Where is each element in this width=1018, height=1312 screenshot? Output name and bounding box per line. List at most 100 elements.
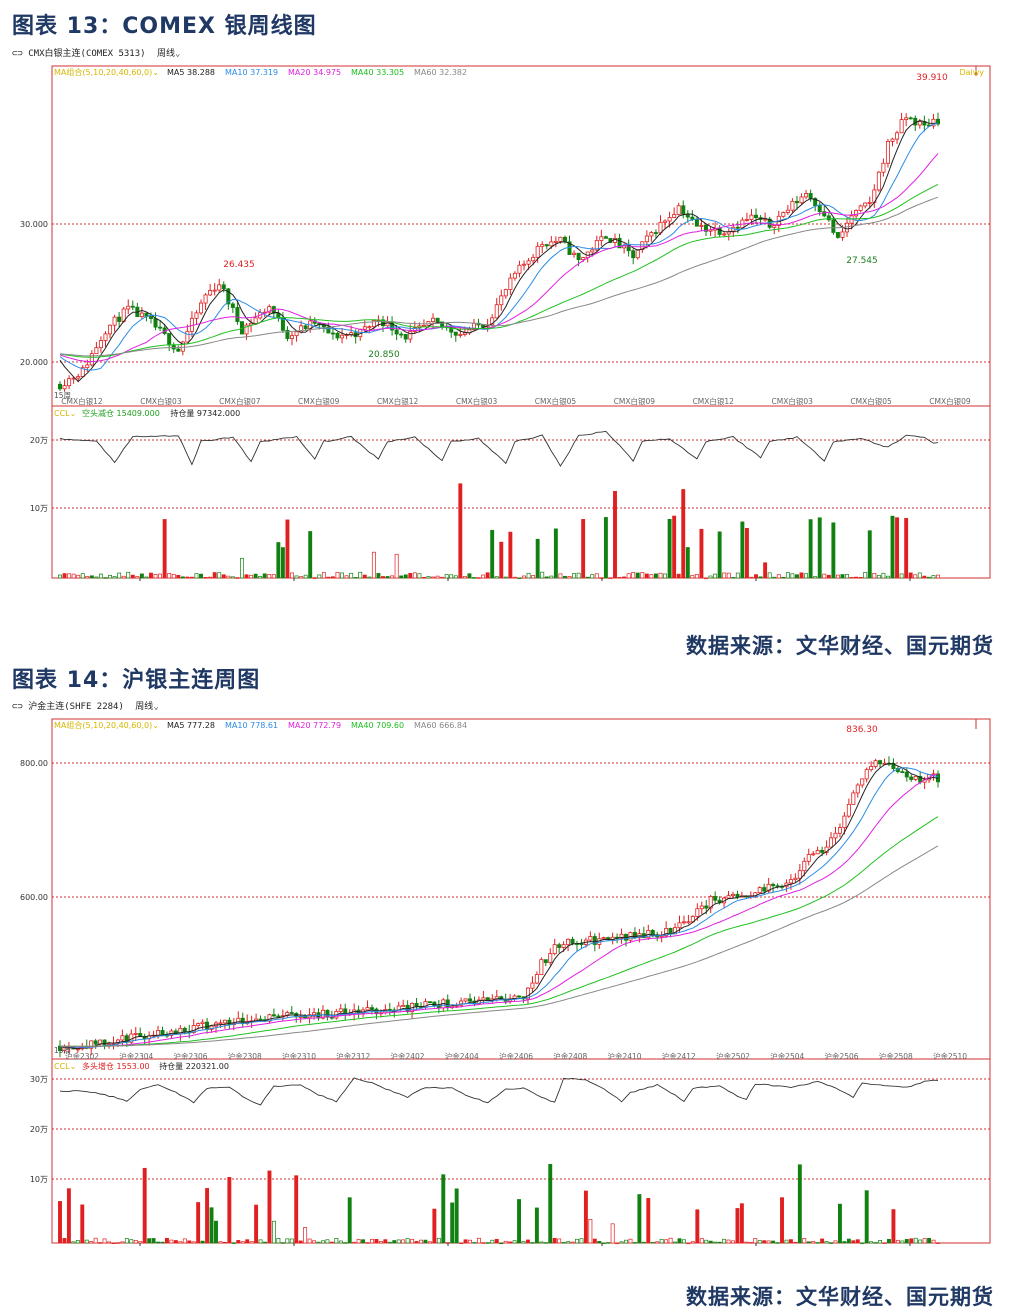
candle-body — [408, 331, 413, 340]
volume-bar — [846, 1238, 851, 1244]
volume-bar — [540, 571, 545, 579]
candle-body — [481, 324, 486, 328]
volume-bar — [103, 577, 108, 579]
volume-bar — [740, 521, 745, 579]
volume-bar — [909, 1238, 914, 1244]
ma-legend-item: MA5 777.28 — [167, 721, 215, 730]
volume-bar — [549, 575, 554, 579]
volume-bar — [635, 572, 640, 579]
candle-body — [432, 1001, 437, 1006]
volume-bar — [385, 576, 390, 579]
volume-bar — [394, 553, 399, 579]
candle-body — [343, 1008, 348, 1014]
candle-body — [744, 219, 749, 221]
volume-bar — [299, 576, 304, 579]
candle-body — [708, 896, 713, 909]
volume-bar — [601, 1242, 606, 1245]
volume-bar — [748, 1242, 753, 1244]
candle-body — [369, 1007, 374, 1010]
contract-label: 沪金2510 — [933, 1051, 967, 1061]
volume-bar — [75, 1240, 80, 1244]
candle-body — [267, 306, 272, 313]
candle-body — [362, 326, 367, 330]
volume-bar — [230, 576, 235, 579]
volume-bar — [831, 522, 836, 579]
candle-body — [303, 1016, 308, 1019]
volume-bar — [664, 1239, 669, 1244]
volume-bar — [244, 574, 249, 579]
volume-bar — [417, 573, 422, 579]
candle-body — [176, 348, 181, 352]
volume-bar — [271, 1220, 276, 1244]
oi-tick-label: 30万 — [30, 1075, 48, 1084]
volume-bar — [205, 1188, 210, 1244]
volume-bar — [89, 1241, 94, 1244]
volume-bar — [744, 1241, 749, 1244]
contract-label: 沪金2304 — [119, 1051, 153, 1061]
volume-bar — [613, 490, 617, 579]
contract-label: 沪金2406 — [499, 1051, 533, 1061]
candle-body — [858, 205, 863, 211]
volume-bar — [249, 574, 254, 579]
candle-body — [367, 326, 372, 329]
volume-bar — [882, 1242, 887, 1244]
candle-body — [530, 982, 535, 989]
volume-bar — [637, 1194, 642, 1244]
ma-legend-item: MA组合(5,10,20,40,60,0)⌄ — [54, 67, 159, 77]
period-selector[interactable]: 周线⌄ — [156, 49, 181, 59]
candle-body — [453, 331, 458, 336]
period-selector[interactable]: 周线⌄ — [135, 702, 159, 712]
candle-body — [517, 995, 522, 998]
candle-body — [570, 938, 575, 944]
candle-body — [867, 202, 872, 204]
candle-body — [663, 220, 668, 223]
candle-body — [854, 210, 859, 217]
candle-body — [772, 225, 777, 228]
candle-body — [567, 241, 572, 255]
oi-tick-label: 10万 — [30, 504, 48, 513]
candle-body — [325, 1009, 330, 1018]
symbol-label[interactable]: CMX白银主连(COMEX 5313) — [28, 49, 146, 59]
candle-body — [685, 214, 690, 218]
volume-bar — [632, 1242, 637, 1244]
volume-bar — [503, 576, 508, 579]
volume-bar — [258, 1239, 263, 1244]
candle-body — [617, 237, 622, 249]
contract-label: CMX白银09 — [614, 396, 656, 406]
candle-body — [230, 303, 235, 308]
candle-body — [558, 236, 563, 242]
candle-body — [793, 877, 798, 881]
volume-bar — [663, 573, 667, 579]
contract-label: 沪金2306 — [173, 1051, 207, 1061]
volume-bar — [931, 1239, 936, 1244]
volume-bar — [726, 572, 731, 579]
volume-bar — [212, 572, 217, 579]
candle-body — [690, 216, 695, 220]
candle-body — [459, 1000, 464, 1006]
volume-bar — [399, 575, 404, 579]
candle-body — [203, 294, 208, 304]
plot-frame — [51, 718, 991, 1244]
candle-body — [80, 367, 85, 377]
candle-body — [130, 305, 135, 308]
volume-bar — [713, 1241, 718, 1244]
volume-bar — [401, 1239, 406, 1244]
volume-bar — [557, 1238, 562, 1244]
volume-bar — [321, 572, 326, 579]
candle-body — [76, 376, 81, 379]
candle-body — [699, 905, 704, 910]
candle-body — [115, 1039, 120, 1044]
candle-body — [185, 330, 190, 343]
candle-body — [490, 317, 495, 326]
volume-bar — [71, 1241, 76, 1244]
volume-bar — [129, 1239, 134, 1244]
candle-body — [771, 883, 776, 887]
figure-13-title: 图表 13：COMEX 银周线图 — [12, 14, 317, 39]
volume-bar — [610, 1223, 615, 1244]
candle-body — [468, 998, 473, 1002]
candle-body — [329, 1016, 334, 1019]
volume-bar — [567, 576, 572, 579]
volume-bar — [503, 1240, 508, 1244]
symbol-label[interactable]: 沪金主连(SHFE 2284) — [28, 702, 124, 712]
volume-bar — [802, 1238, 807, 1244]
